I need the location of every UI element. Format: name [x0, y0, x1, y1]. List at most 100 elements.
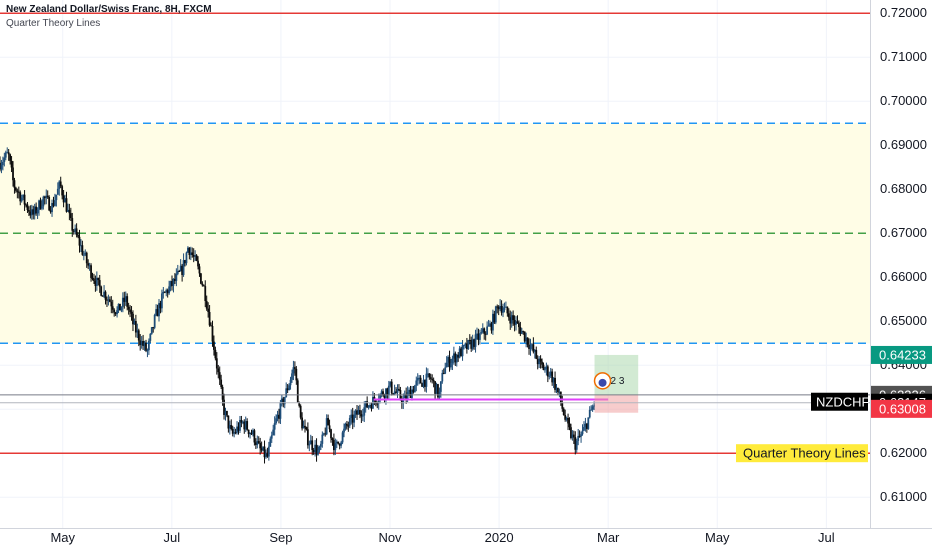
candle-body [129, 309, 131, 312]
candle-body [10, 160, 13, 168]
candle-body [471, 339, 474, 349]
candle-body [26, 204, 29, 210]
candle-body [369, 405, 371, 407]
candle-body [578, 435, 581, 437]
candle-body [181, 265, 184, 275]
candle-body [48, 196, 51, 211]
stop-zone [594, 394, 639, 413]
candle-body [325, 418, 328, 435]
candle-body [403, 394, 406, 399]
candle-body [309, 440, 312, 445]
candle-body [98, 280, 101, 287]
candle-body [570, 427, 572, 438]
candle-body [41, 206, 43, 209]
candle-body [385, 388, 387, 399]
candle-body [182, 260, 185, 275]
candle-body [346, 423, 348, 426]
candle-body [130, 311, 133, 314]
candle-body [408, 389, 410, 393]
candle-body [158, 303, 160, 317]
chart-overlays: 2 3 [0, 354, 870, 413]
candle-body [43, 196, 46, 199]
candle-body [522, 331, 525, 333]
candle-body [240, 419, 243, 423]
candle-body [405, 394, 408, 400]
candle-body [350, 414, 353, 418]
candle-body [207, 308, 210, 313]
candle-body [192, 254, 195, 257]
candle-body [95, 277, 98, 286]
price-tag-bg [871, 345, 932, 364]
candle-body [176, 270, 179, 274]
candle-body [72, 230, 75, 232]
candle-body [544, 369, 546, 371]
candle-body [452, 353, 455, 359]
candle-body [380, 391, 383, 395]
candle-body [59, 181, 62, 187]
candle-body [260, 448, 263, 451]
price-tick-label: 0.65000 [880, 313, 927, 328]
candle-body [234, 432, 237, 434]
candle-body [496, 306, 499, 308]
candle-body [567, 417, 569, 424]
candle-body [0, 165, 3, 170]
candle-body [171, 281, 173, 286]
candle-body [42, 196, 45, 207]
candle-body [202, 285, 205, 287]
candle-body [36, 210, 39, 214]
candle-body [463, 345, 465, 347]
candle-body [565, 417, 568, 420]
symbol-tag-label: NZDCHF [816, 395, 869, 410]
candle-body [377, 400, 380, 404]
candle-body [218, 372, 221, 380]
candle-body [528, 344, 530, 349]
candle-body [360, 414, 363, 417]
candle-body [91, 277, 94, 279]
candle-body [344, 423, 347, 429]
price-tags: 0.642330.633260.631470.63008NZDCHFQuarte… [736, 345, 932, 463]
candle-body [166, 290, 169, 294]
candle-body [340, 442, 343, 446]
candle-body [231, 429, 234, 434]
candle-body [502, 310, 504, 313]
candle-body [224, 411, 227, 415]
candle-body [252, 430, 254, 435]
candle-body [383, 395, 386, 399]
candle-body [279, 402, 282, 419]
candle-body [554, 377, 556, 390]
candle-body [341, 432, 344, 443]
candle-body [288, 385, 290, 391]
candle-body [548, 375, 551, 377]
candle-body [400, 398, 403, 404]
candle-body [87, 263, 90, 266]
candle-body [259, 443, 262, 449]
candle-body [111, 306, 114, 310]
candle-body [421, 383, 423, 387]
candle-body [493, 313, 496, 323]
candle-body [139, 340, 142, 345]
candle-body [33, 206, 36, 215]
time-axis[interactable]: May Jul Sep Nov 2020 Mar May Jul [50, 530, 834, 545]
candle-body [168, 286, 171, 294]
indicator-legend[interactable]: Quarter Theory Lines [6, 18, 101, 29]
candle-body [100, 286, 103, 296]
candle-body [409, 389, 412, 398]
candle-body [486, 326, 489, 335]
candle-body [298, 402, 301, 406]
candle-body [551, 371, 554, 383]
candle-body [389, 381, 392, 386]
candle-body [457, 354, 460, 358]
candle-body [366, 401, 369, 408]
candle-body [333, 439, 335, 451]
candle-body [422, 379, 425, 387]
candle-body [228, 425, 231, 429]
candle-body [337, 441, 340, 444]
candle-body [230, 425, 233, 430]
candle-body [64, 198, 66, 203]
candle-body [150, 327, 153, 334]
candle-body [292, 367, 295, 374]
candle-body [283, 397, 286, 405]
price-axis[interactable]: 0.72000 0.71000 0.70000 0.69000 0.68000 0.670… [880, 5, 927, 504]
candle-body [390, 381, 393, 394]
